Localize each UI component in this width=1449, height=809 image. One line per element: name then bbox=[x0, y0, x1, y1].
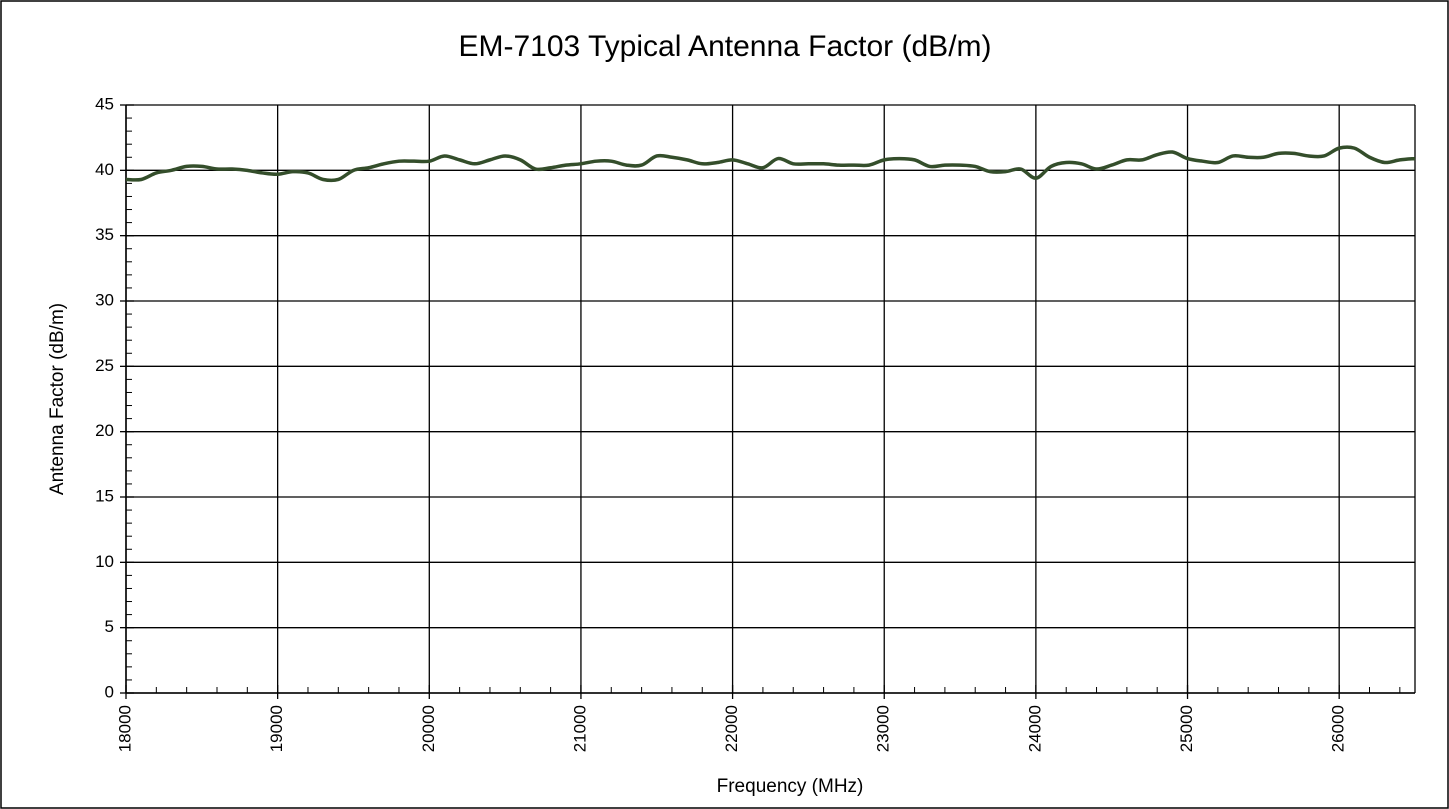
x-tick-label: 25000 bbox=[1177, 705, 1196, 752]
x-axis-label: Frequency (MHz) bbox=[717, 776, 864, 797]
y-tick-label: 40 bbox=[95, 160, 114, 179]
data-line bbox=[125, 145, 1416, 183]
x-tick-label: 19000 bbox=[267, 705, 286, 752]
y-tick-label: 30 bbox=[95, 290, 114, 309]
y-tick-label: 25 bbox=[95, 356, 114, 375]
y-tick-label: 45 bbox=[95, 94, 114, 113]
y-tick-label: 5 bbox=[105, 617, 114, 636]
x-tick-label: 21000 bbox=[570, 705, 589, 752]
y-tick-label: 10 bbox=[95, 552, 114, 571]
chart-title: EM-7103 Typical Antenna Factor (dB/m) bbox=[458, 30, 991, 63]
y-axis-label: Antenna Factor (dB/m) bbox=[47, 303, 68, 495]
y-tick-label: 35 bbox=[95, 225, 114, 244]
x-tick-label: 26000 bbox=[1329, 705, 1348, 752]
x-tick-label: 23000 bbox=[874, 705, 893, 752]
x-tick-label: 20000 bbox=[419, 705, 438, 752]
y-tick-label: 20 bbox=[95, 421, 114, 440]
x-tick-label: 22000 bbox=[722, 705, 741, 752]
y-tick-label: 15 bbox=[95, 486, 114, 505]
y-tick-label: 0 bbox=[105, 682, 114, 701]
x-tick-label: 18000 bbox=[115, 705, 134, 752]
x-tick-label: 24000 bbox=[1025, 705, 1044, 752]
